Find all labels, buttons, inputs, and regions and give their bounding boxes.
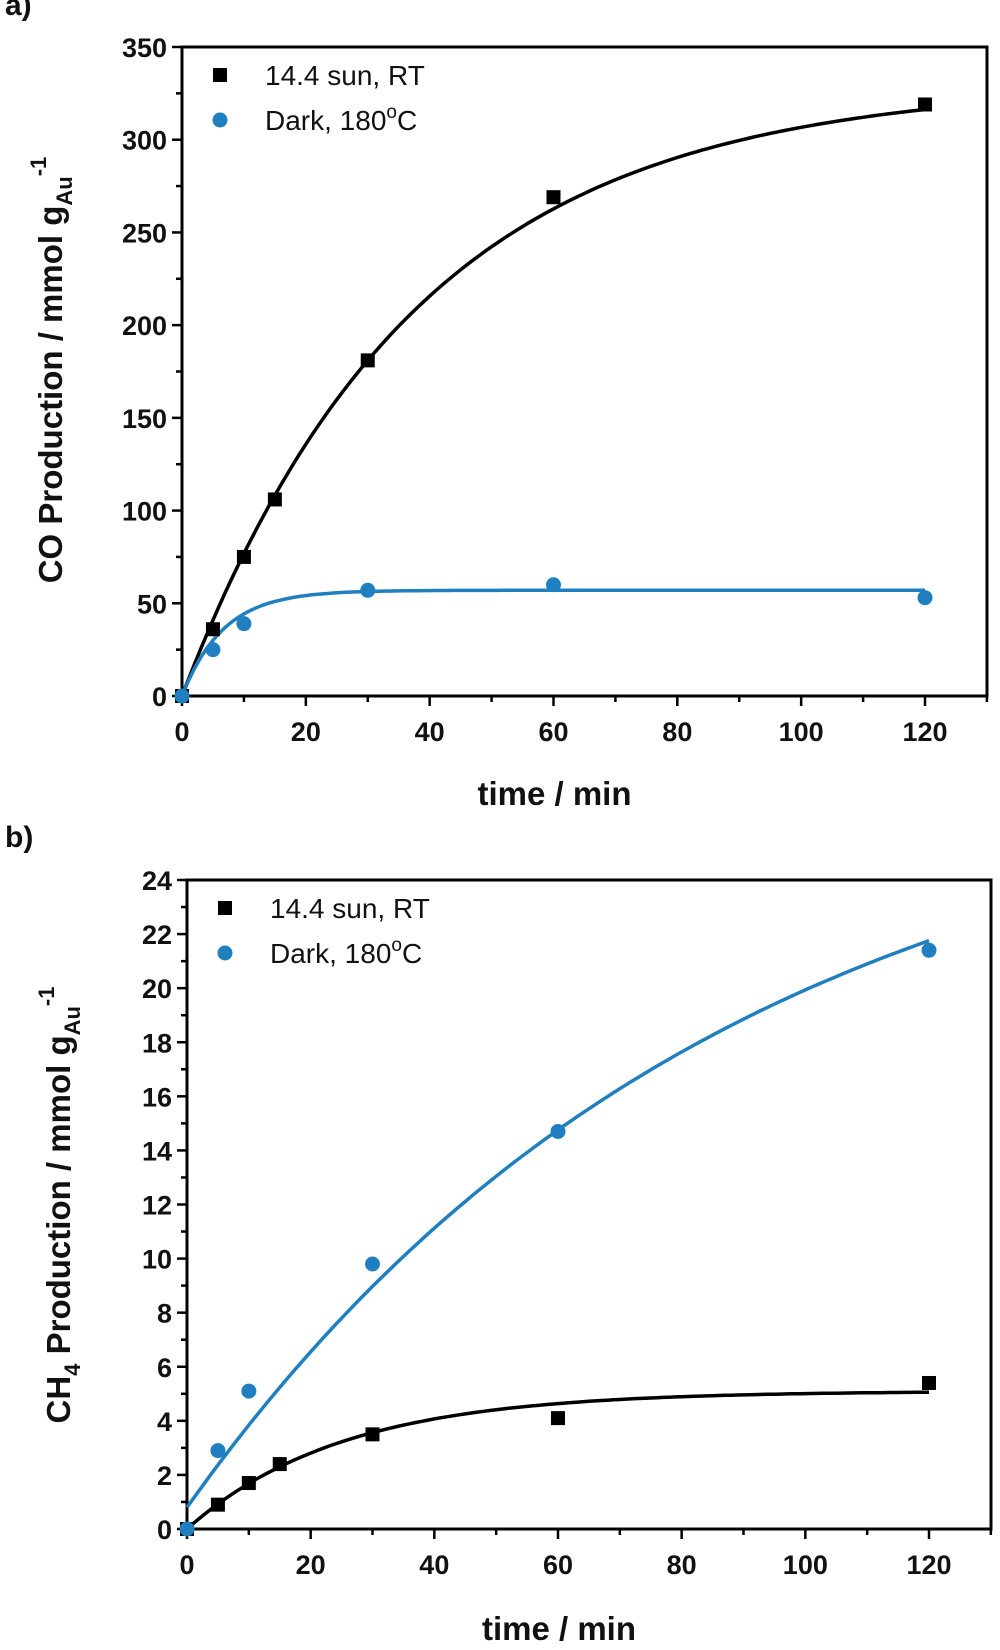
y-label-sup: -1 [26, 157, 51, 177]
legend-marker-square [218, 901, 232, 915]
y-tick-label: 250 [122, 218, 167, 248]
y-tick-label: 8 [157, 1299, 172, 1329]
chart-panel-a: a) 0 20 40 60 80 100 120 0 50 100 150 200 250 300 350 ti… [5, 0, 989, 812]
y-tick-label: 6 [157, 1353, 172, 1383]
data-point-dark [241, 1383, 257, 1399]
y-tick-label: 0 [157, 1515, 172, 1545]
x-tick-label: 80 [667, 1550, 697, 1580]
y-tick-label: 4 [157, 1407, 172, 1437]
y-axis-label: CO Production / mmol gAu-1 [26, 157, 77, 584]
data-point-dark [921, 942, 937, 958]
y-label-sub: Au [60, 1006, 85, 1035]
data-point-dark [210, 1443, 226, 1459]
data-point-dark [550, 1123, 566, 1139]
data-point-light [546, 190, 561, 205]
data-point-dark [360, 582, 376, 598]
y-axis-label: CH4 Production / mmol gAu-1 [34, 987, 85, 1424]
y-tick-label: 22 [142, 920, 172, 950]
x-tick-label: 0 [174, 717, 189, 747]
x-tick-label: 100 [779, 717, 824, 747]
y-label-pre: CH [40, 1376, 77, 1424]
legend-label: Dark, 180oC [270, 935, 422, 969]
x-axis-label: time / min [477, 775, 631, 812]
data-point-light [918, 97, 932, 112]
y-tick-label: 0 [152, 682, 167, 712]
y-label-main: CO Production / mmol g [32, 206, 69, 584]
data-point-light [241, 1476, 256, 1491]
legend-label: Dark, 180oC [265, 102, 417, 136]
x-tick-label: 20 [291, 717, 321, 747]
data-point-dark [236, 616, 252, 632]
legend-label: 14.4 sun, RT [265, 60, 425, 91]
x-tick-label: 100 [783, 1550, 828, 1580]
y-tick-label: 50 [137, 589, 167, 619]
fit-curve-dark [180, 588, 925, 697]
chart-panel-b: b)0 20 40 60 80 100 120024681012141618202224ti… [5, 821, 993, 1647]
y-label-pre-sub: 4 [60, 1363, 85, 1376]
data-point-light [272, 1457, 287, 1472]
data-point-light [365, 1427, 380, 1442]
y-tick-label: 300 [122, 126, 167, 156]
panel-label: b) [5, 821, 33, 854]
y-tick-label: 14 [142, 1136, 172, 1166]
panel-label: a) [5, 0, 32, 22]
data-point-light [236, 549, 251, 564]
data-point-dark [179, 1521, 195, 1537]
data-point-dark [365, 1256, 380, 1272]
data-point-light [922, 1375, 936, 1390]
data-point-light [360, 353, 375, 368]
y-tick-label: 24 [142, 866, 172, 896]
x-tick-label: 120 [906, 1550, 951, 1580]
x-tick-label: 60 [543, 1550, 573, 1580]
y-tick-label: 12 [142, 1191, 172, 1221]
x-tick-label: 80 [662, 717, 692, 747]
y-tick-label: 16 [142, 1082, 172, 1112]
y-label-sup: -1 [34, 987, 59, 1007]
x-tick-label: 40 [419, 1550, 449, 1580]
data-point-light [551, 1411, 565, 1426]
legend-marker-circle [212, 112, 228, 128]
data-point-dark [917, 590, 933, 606]
y-tick-label: 10 [142, 1245, 172, 1275]
x-tick-label: 120 [902, 717, 947, 747]
x-tick-label: 40 [415, 717, 445, 747]
y-tick-label: 350 [122, 33, 167, 63]
y-tick-label: 20 [142, 974, 172, 1004]
data-point-dark [546, 577, 561, 593]
y-tick-label: 18 [142, 1028, 172, 1058]
fit-curve-light [185, 1390, 930, 1531]
data-point-dark [205, 642, 221, 658]
data-point-dark [174, 688, 190, 704]
plot-frame [185, 878, 993, 1531]
y-label-sub: Au [52, 176, 77, 205]
data-point-light [210, 1497, 225, 1512]
x-tick-label: 0 [179, 1550, 194, 1580]
legend-label: 14.4 sun, RT [270, 893, 430, 924]
y-tick-label: 100 [122, 497, 167, 527]
y-tick-label: 200 [122, 311, 167, 341]
legend-marker-circle [217, 945, 233, 961]
x-axis-label: time / min [482, 1610, 636, 1647]
x-tick-label: 60 [538, 717, 568, 747]
fit-curve-light [180, 107, 926, 697]
data-point-light [205, 622, 220, 637]
plot-frame [180, 45, 989, 698]
y-tick-label: 2 [157, 1461, 172, 1491]
data-point-light [267, 492, 282, 507]
y-tick-label: 150 [122, 404, 167, 434]
x-tick-label: 20 [296, 1550, 326, 1580]
y-label-main: Production / mmol g [40, 1035, 77, 1363]
legend-marker-square [213, 68, 227, 82]
